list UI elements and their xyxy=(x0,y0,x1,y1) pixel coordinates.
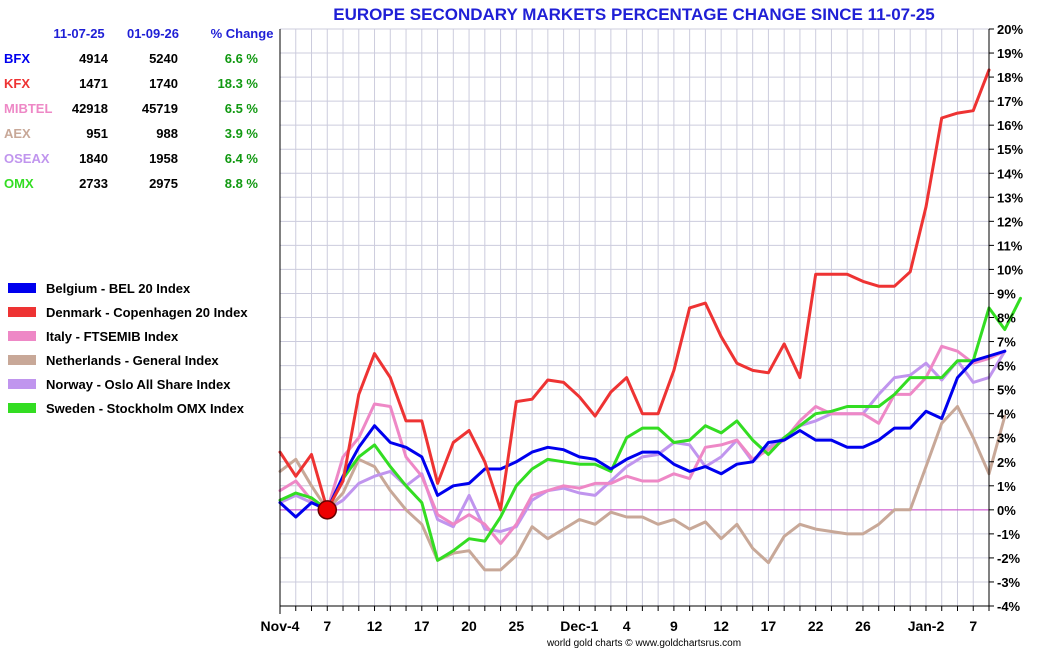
start-marker xyxy=(317,500,338,520)
series-line-mibtel xyxy=(278,344,1007,545)
series-line-kfx xyxy=(278,68,991,512)
y-tick-label: 6% xyxy=(997,359,1016,374)
y-tick-label: 1% xyxy=(997,479,1016,494)
legend-label: Denmark - Copenhagen 20 Index xyxy=(46,305,248,320)
legend-swatch xyxy=(8,283,36,293)
legend-label: Italy - FTSEMIB Index xyxy=(46,329,179,344)
y-tick-label: -2% xyxy=(997,551,1021,566)
table-pct-change: 8.8 % xyxy=(225,176,259,191)
y-tick-label: 20% xyxy=(997,22,1023,37)
table-end-value: 2975 xyxy=(149,176,178,191)
table-start-value: 1840 xyxy=(79,151,108,166)
table-start-value: 951 xyxy=(86,126,108,141)
table-pct-change: 18.3 % xyxy=(218,76,259,91)
legend-swatch xyxy=(8,379,36,389)
table-start-value: 1471 xyxy=(79,76,108,91)
axes: -4% -3% -2% -1% 0% 1% 2% 3% 4% 5% 6% 7% 8% 9% 10% 11% 12… xyxy=(261,22,1024,634)
table-end-value: 5240 xyxy=(149,51,178,66)
legend-swatch xyxy=(8,355,36,365)
chart-credit: world gold charts © www.goldchartsrus.co… xyxy=(546,638,741,649)
y-tick-label: 16% xyxy=(997,118,1023,133)
x-tick-label: 26 xyxy=(855,618,871,634)
y-tick-label: 11% xyxy=(997,238,1023,253)
x-tick-label: Dec-1 xyxy=(560,618,598,634)
x-tick-label: 12 xyxy=(713,618,729,634)
legend-label: Sweden - Stockholm OMX Index xyxy=(46,401,245,416)
summary-table: 11-07-25 01-09-26 % Change BFX 4914 5240 6.6 %… xyxy=(4,26,273,191)
table-end-value: 1958 xyxy=(149,151,178,166)
table-header: 11-07-25 xyxy=(53,26,104,41)
y-tick-label: -3% xyxy=(997,575,1021,590)
table-pct-change: 6.6 % xyxy=(225,51,259,66)
table-header: % Change xyxy=(211,26,274,41)
x-tick-label: 17 xyxy=(761,618,777,634)
table-end-value: 1740 xyxy=(149,76,178,91)
table-code-oseax: OSEAX xyxy=(4,151,50,166)
legend: Belgium - BEL 20 Index Denmark - Copenhag… xyxy=(8,281,248,416)
x-tick-label: 25 xyxy=(509,618,525,634)
y-tick-label: 14% xyxy=(997,166,1023,181)
legend-label: Netherlands - General Index xyxy=(46,353,219,368)
x-tick-label: Nov-4 xyxy=(261,618,300,634)
legend-swatch xyxy=(8,331,36,341)
y-tick-label: 13% xyxy=(997,190,1023,205)
y-tick-label: 4% xyxy=(997,407,1016,422)
y-tick-label: 0% xyxy=(997,503,1016,518)
x-tick-label: 4 xyxy=(623,618,631,634)
table-code-kfx: KFX xyxy=(4,76,30,91)
y-tick-label: 7% xyxy=(997,335,1016,350)
series-line-aex xyxy=(278,405,1007,572)
legend-label: Norway - Oslo All Share Index xyxy=(46,377,231,392)
table-pct-change: 3.9 % xyxy=(225,126,259,141)
table-header: 01-09-26 xyxy=(127,26,179,41)
table-code-aex: AEX xyxy=(4,126,31,141)
y-tick-label: -1% xyxy=(997,527,1021,542)
legend-swatch xyxy=(8,307,36,317)
x-tick-label: 9 xyxy=(670,618,678,634)
x-tick-label: 20 xyxy=(461,618,477,634)
table-end-value: 45719 xyxy=(142,101,178,116)
table-code-bfx: BFX xyxy=(4,51,30,66)
y-tick-label: 5% xyxy=(997,383,1016,398)
table-start-value: 2733 xyxy=(79,176,108,191)
x-tick-label: 17 xyxy=(414,618,430,634)
x-tick-label: 7 xyxy=(323,618,331,634)
x-tick-label: Jan-2 xyxy=(908,618,945,634)
grid xyxy=(279,28,990,607)
table-end-value: 988 xyxy=(156,126,178,141)
table-pct-change: 6.4 % xyxy=(225,151,259,166)
y-tick-label: 10% xyxy=(997,262,1023,277)
table-code-omx: OMX xyxy=(4,176,34,191)
y-tick-label: 19% xyxy=(997,46,1023,61)
y-tick-label: 15% xyxy=(997,142,1023,157)
chart-title: EUROPE SECONDARY MARKETS PERCENTAGE CHAN… xyxy=(333,5,934,24)
series-line-omx xyxy=(278,296,1022,562)
y-tick-label: 9% xyxy=(997,286,1016,301)
y-tick-label: 2% xyxy=(997,455,1016,470)
series-lines xyxy=(278,68,1022,572)
legend-swatch xyxy=(8,403,36,413)
y-tick-label: -4% xyxy=(997,599,1021,614)
y-tick-label: 12% xyxy=(997,214,1023,229)
x-tick-label: 22 xyxy=(808,618,824,634)
x-tick-label: 7 xyxy=(969,618,977,634)
y-tick-label: 3% xyxy=(997,431,1016,446)
y-tick-label: 17% xyxy=(997,94,1023,109)
table-start-value: 42918 xyxy=(72,101,108,116)
table-start-value: 4914 xyxy=(79,51,109,66)
series-line-bfx xyxy=(278,349,1007,519)
x-tick-label: 12 xyxy=(367,618,383,634)
table-pct-change: 6.5 % xyxy=(225,101,259,116)
legend-label: Belgium - BEL 20 Index xyxy=(46,281,191,296)
y-tick-label: 8% xyxy=(997,311,1016,326)
y-tick-label: 18% xyxy=(997,70,1023,85)
table-code-mibtel: MIBTEL xyxy=(4,101,52,116)
